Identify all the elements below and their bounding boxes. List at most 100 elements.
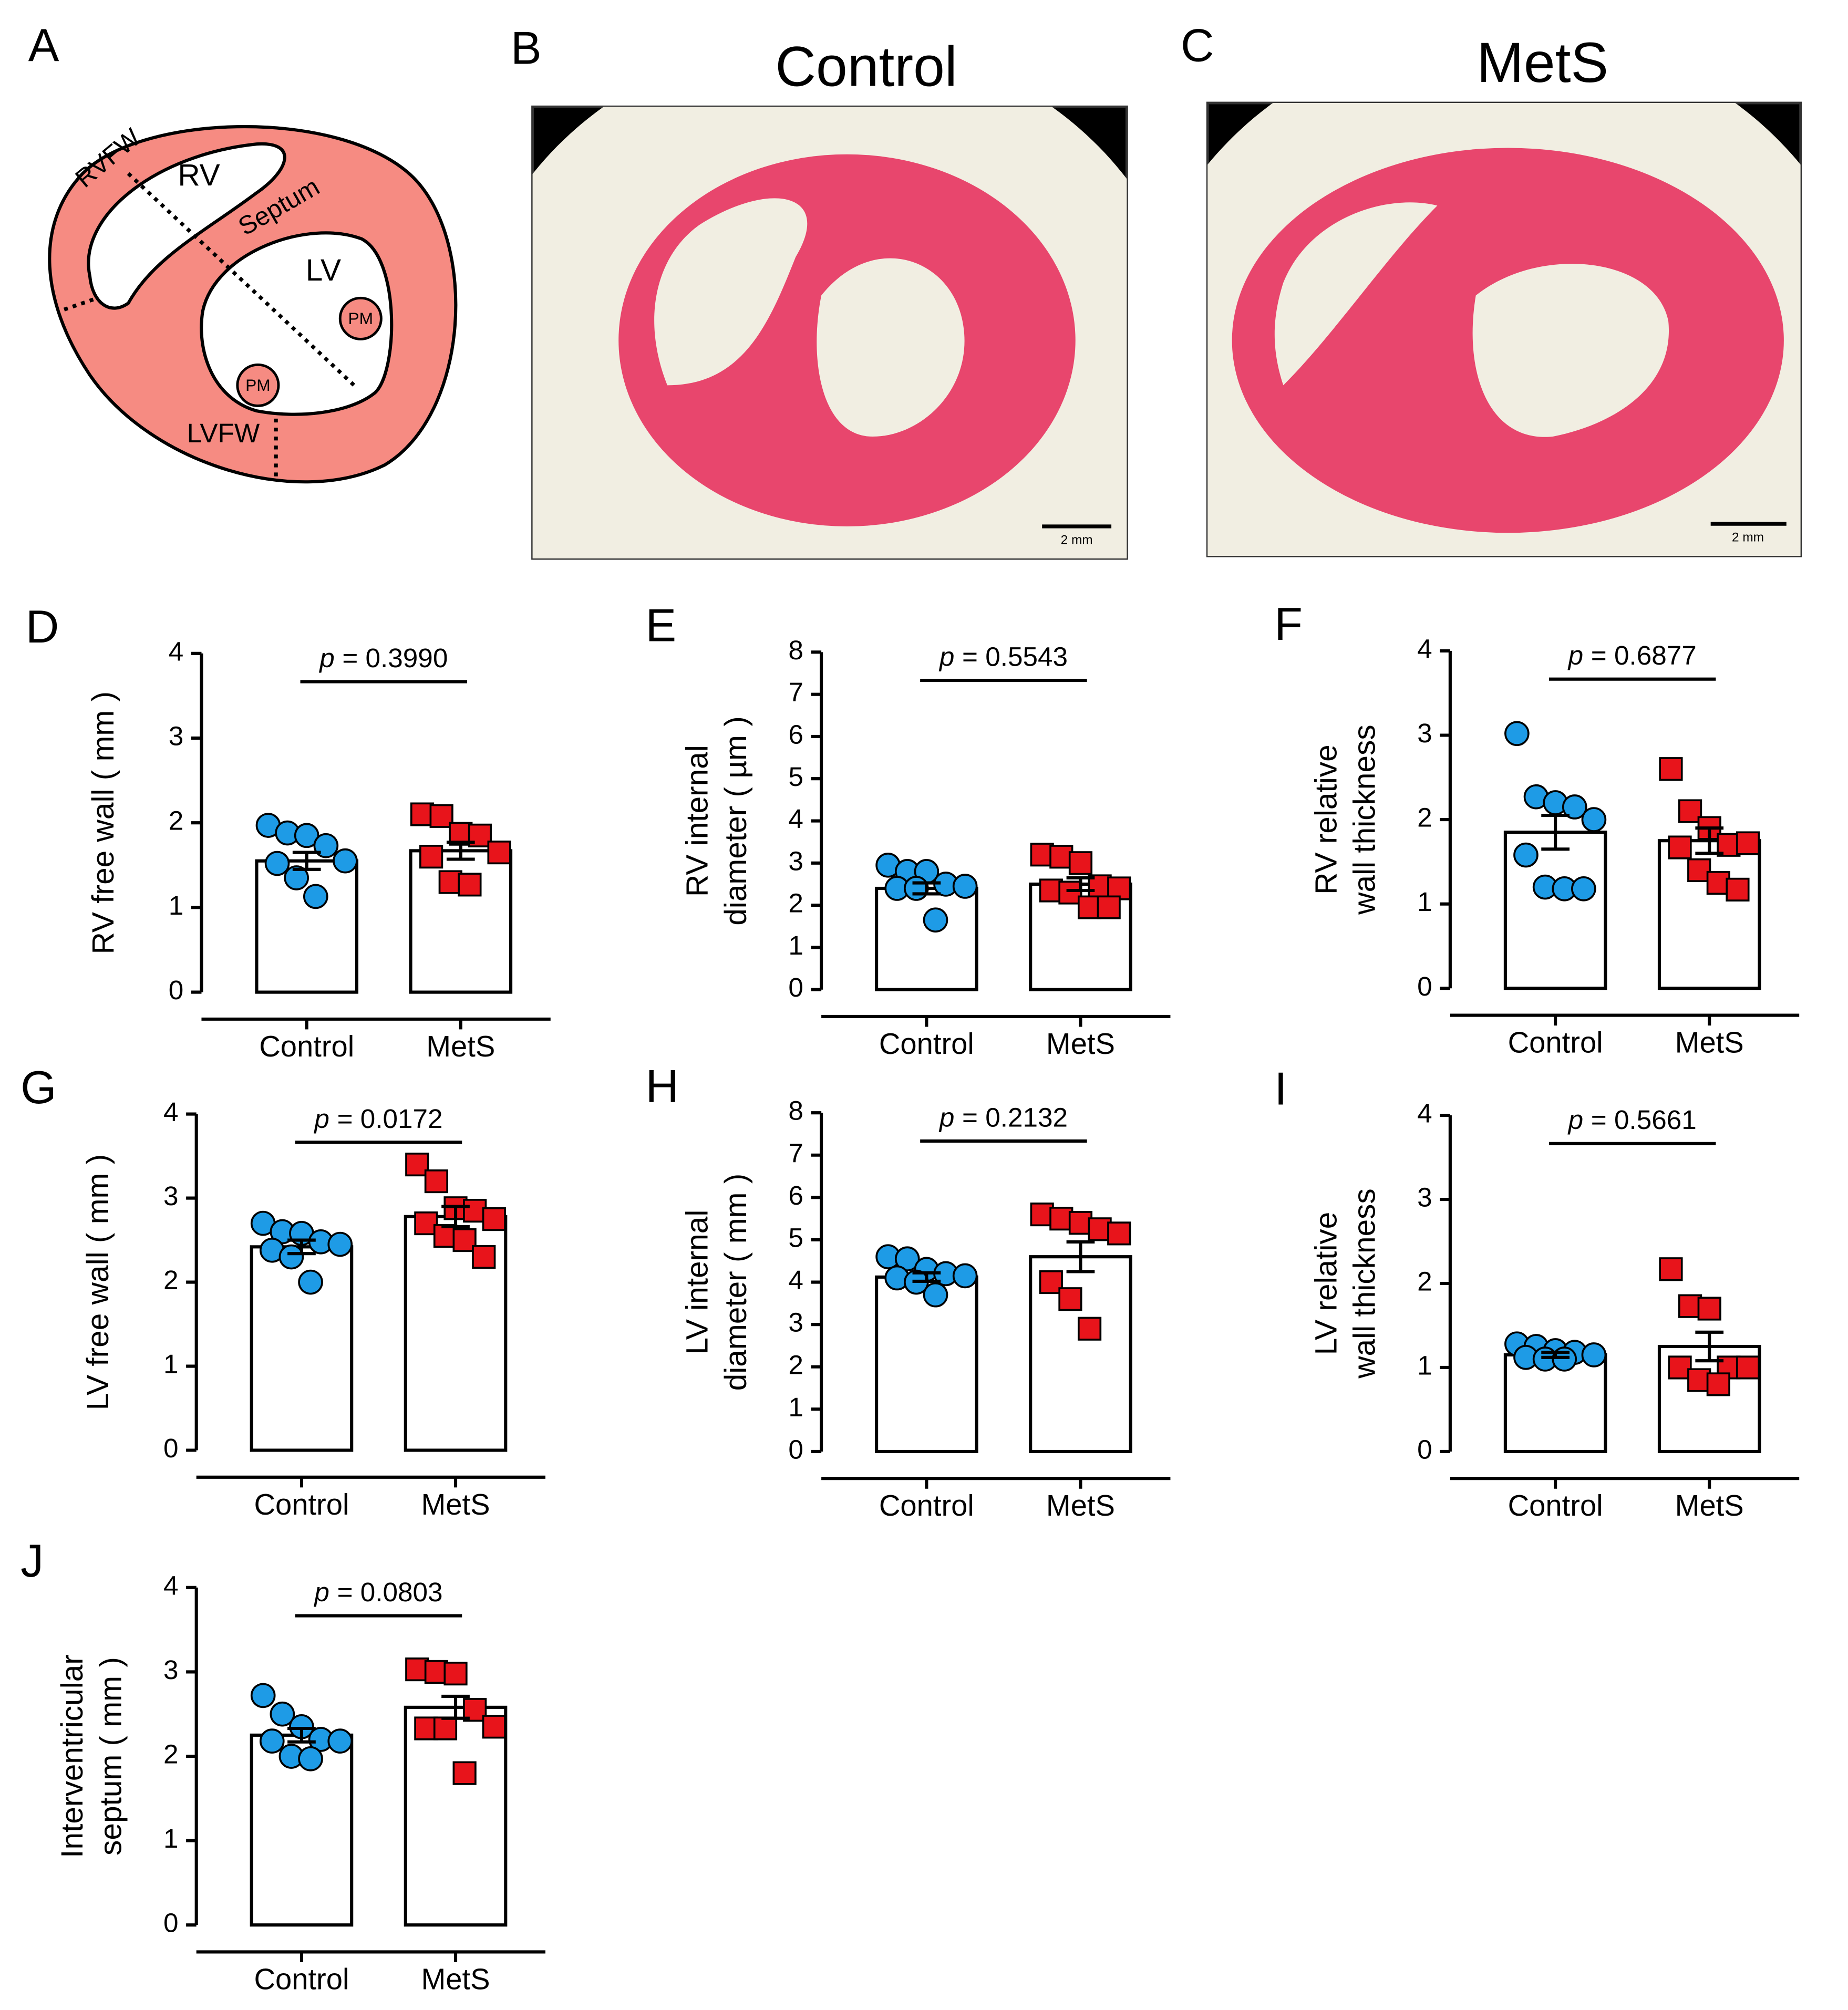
y-tick-label: 1 bbox=[788, 930, 803, 960]
y-axis-label: wall thickness bbox=[1348, 724, 1382, 915]
x-tick-label: Control bbox=[254, 1962, 349, 1995]
y-tick-label: 3 bbox=[163, 1655, 179, 1685]
y-tick-label: 2 bbox=[163, 1739, 179, 1769]
panel-b: B Control 2 mm bbox=[511, 22, 1128, 560]
y-tick-label: 3 bbox=[788, 1308, 803, 1338]
y-tick-label: 6 bbox=[788, 719, 803, 749]
scale-label: 2 mm bbox=[1061, 533, 1093, 547]
bar-chart: D RV free wall ( mm ) 0 1 2 3 4 Control MetS p = 0… bbox=[26, 600, 551, 1063]
data-point bbox=[1659, 1257, 1683, 1281]
x-tick-label: Control bbox=[879, 1489, 974, 1522]
y-axis-label: LV internal bbox=[680, 1210, 715, 1355]
cavity bbox=[1472, 264, 1669, 437]
data-point bbox=[1581, 1342, 1607, 1367]
y-tick-label: 1 bbox=[169, 890, 184, 920]
data-point bbox=[1668, 1355, 1692, 1380]
p-value: p = 0.3990 bbox=[318, 643, 448, 673]
y-axis-label: diameter ( mm ) bbox=[719, 1174, 753, 1391]
data-point bbox=[410, 802, 435, 826]
data-point bbox=[298, 1746, 323, 1771]
dotted-line bbox=[127, 172, 358, 389]
panel-label: B bbox=[511, 22, 542, 74]
x-tick-label: Control bbox=[879, 1027, 974, 1060]
data-point bbox=[1726, 877, 1750, 902]
data-point bbox=[452, 1228, 477, 1252]
panel-label: H bbox=[646, 1060, 679, 1112]
data-point bbox=[270, 1701, 295, 1727]
data-point bbox=[433, 1716, 458, 1740]
y-tick-label: 2 bbox=[1417, 1267, 1432, 1297]
rv-cavity bbox=[87, 142, 286, 310]
bar bbox=[404, 1705, 508, 1927]
x-tick-label: MetS bbox=[426, 1030, 495, 1063]
data-point bbox=[294, 823, 319, 848]
data-point bbox=[1077, 1317, 1102, 1341]
data-point bbox=[894, 1246, 920, 1272]
y-tick-label: 3 bbox=[1417, 1183, 1432, 1213]
panel-label: I bbox=[1274, 1062, 1287, 1114]
p-symbol: p bbox=[313, 1577, 329, 1607]
x-tick-label: Control bbox=[254, 1488, 349, 1521]
x-tick-label: MetS bbox=[1675, 1489, 1744, 1522]
x-tick-label: MetS bbox=[1046, 1027, 1115, 1060]
data-point bbox=[452, 1761, 477, 1785]
bar-chart: G LV free wall ( mm ) 0 1 2 3 4 Control MetS p = 0… bbox=[20, 1061, 546, 1521]
data-point bbox=[443, 1662, 468, 1686]
data-point bbox=[472, 1245, 496, 1269]
y-tick-label: 5 bbox=[788, 762, 803, 792]
bar-chart: I LV relative wall thickness 0 1 2 3 4 Control Me… bbox=[1274, 1062, 1800, 1522]
y-tick-label: 1 bbox=[1417, 887, 1432, 917]
p-number: = 0.5661 bbox=[1591, 1105, 1697, 1135]
x-tick-label: Control bbox=[1508, 1026, 1603, 1059]
x-tick-label: Control bbox=[259, 1030, 354, 1063]
data-point bbox=[1030, 1203, 1054, 1227]
y-axis-label: wall thickness bbox=[1348, 1188, 1382, 1379]
y-tick-label: 4 bbox=[1417, 634, 1432, 664]
data-point bbox=[419, 845, 443, 869]
panel-label: F bbox=[1274, 598, 1303, 650]
papillary-muscle bbox=[236, 363, 280, 407]
y-tick-label: 7 bbox=[788, 677, 803, 707]
data-point bbox=[1077, 895, 1102, 919]
p-value: p = 0.0172 bbox=[313, 1103, 442, 1133]
panel-label: G bbox=[20, 1061, 56, 1113]
panel-c: C MetS 2 mm bbox=[1181, 19, 1802, 557]
p-value: p = 0.0803 bbox=[313, 1577, 442, 1607]
data-point bbox=[1058, 880, 1082, 905]
data-point bbox=[1736, 1355, 1760, 1380]
y-tick-label: 3 bbox=[169, 721, 184, 751]
y-tick-label: 8 bbox=[788, 635, 803, 665]
x-tick-label: MetS bbox=[1675, 1026, 1744, 1059]
data-point bbox=[904, 876, 929, 901]
p-number: = 0.2132 bbox=[962, 1102, 1068, 1132]
data-point bbox=[463, 1198, 487, 1223]
y-tick-label: 4 bbox=[169, 636, 184, 666]
bar bbox=[875, 886, 978, 991]
y-tick-label: 1 bbox=[1417, 1351, 1432, 1381]
y-tick-label: 5 bbox=[788, 1222, 803, 1252]
data-point bbox=[1697, 1297, 1721, 1321]
data-point bbox=[405, 1152, 429, 1177]
p-value: p = 0.5661 bbox=[1567, 1105, 1697, 1135]
y-tick-label: 4 bbox=[163, 1570, 179, 1600]
data-point bbox=[1571, 876, 1596, 902]
data-point bbox=[923, 907, 948, 933]
data-point bbox=[1049, 845, 1073, 869]
data-point bbox=[482, 1207, 506, 1231]
bar-chart: E RV internal diameter ( µm ) 0 1 2 3 4 5 6 7 8 Cont… bbox=[646, 599, 1171, 1060]
data-point bbox=[414, 1211, 438, 1236]
y-tick-label: 1 bbox=[163, 1349, 179, 1379]
panel-label: J bbox=[20, 1535, 44, 1587]
y-axis-label: LV relative bbox=[1309, 1212, 1343, 1355]
data-point bbox=[1687, 858, 1711, 883]
y-tick-label: 0 bbox=[788, 1434, 803, 1464]
data-point bbox=[250, 1683, 276, 1708]
x-tick-label: Control bbox=[1508, 1489, 1603, 1522]
p-value: p = 0.2132 bbox=[938, 1102, 1068, 1132]
data-point bbox=[303, 884, 328, 909]
y-tick-label: 1 bbox=[163, 1823, 179, 1853]
data-point bbox=[1668, 835, 1692, 859]
panel-label: C bbox=[1181, 19, 1214, 71]
data-point bbox=[1581, 807, 1607, 832]
data-point bbox=[1049, 1207, 1073, 1231]
